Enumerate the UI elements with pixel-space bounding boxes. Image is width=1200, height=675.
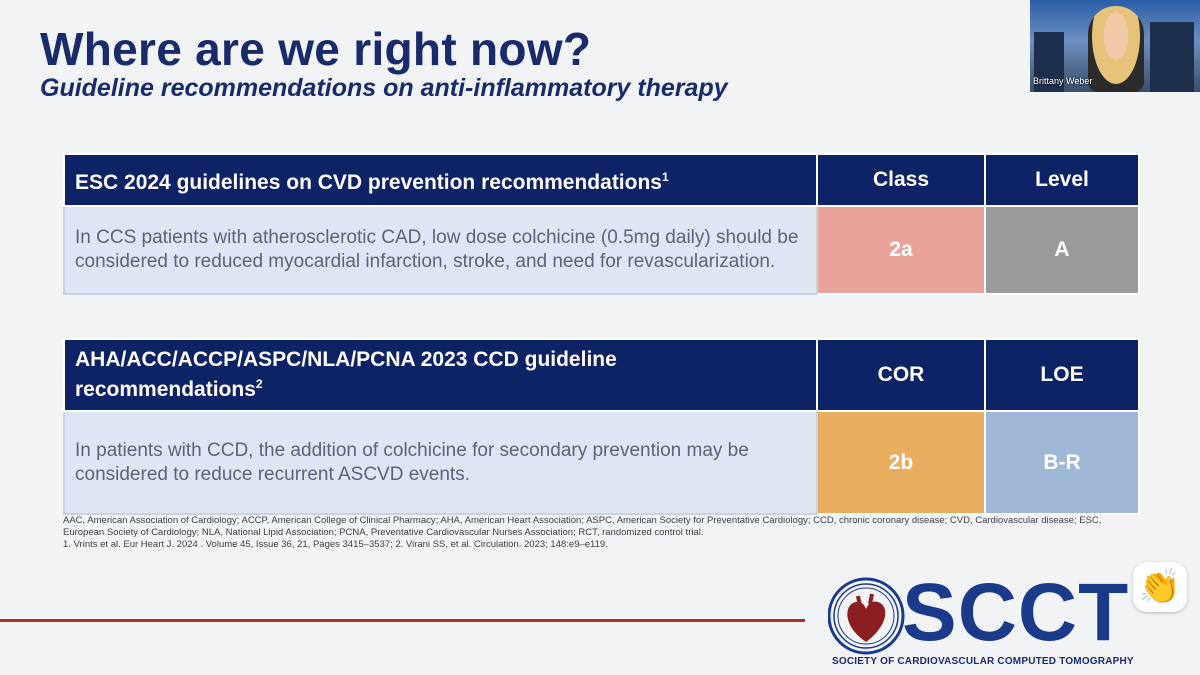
divider-line: [0, 619, 805, 622]
cor-value: 2b: [816, 410, 986, 515]
slide-title: Where are we right now?: [40, 23, 592, 75]
esc-recommendation-text: In CCS patients with atherosclerotic CAD…: [63, 205, 818, 295]
level-header: Level: [984, 153, 1140, 207]
scct-tagline: SOCIETY OF CARDIOVASCULAR COMPUTED TOMOG…: [832, 656, 1134, 667]
participant-video-tile[interactable]: Brittany Weber: [1030, 0, 1200, 92]
aha-table-header-text: AHA/ACC/ACCP/ASPC/NLA/PCNA 2023 CCD guid…: [75, 348, 617, 401]
aha-guideline-table: AHA/ACC/ACCP/ASPC/NLA/PCNA 2023 CCD guid…: [63, 338, 1140, 515]
scct-wordmark: SCCT: [902, 567, 1130, 658]
esc-footnote-ref: 1: [661, 170, 669, 184]
heart-logo-icon: [828, 577, 905, 655]
loe-header: LOE: [984, 338, 1140, 412]
footnotes: AAC, American Association of Cardiology;…: [63, 515, 1138, 551]
scct-logo: SCCT SOCIETY OF CARDIOVASCULAR COMPUTED …: [828, 568, 1148, 669]
background-building: [1150, 22, 1194, 92]
background-building: [1034, 32, 1064, 92]
slide-subtitle: Guideline recommendations on anti-inflam…: [40, 74, 728, 102]
aha-footnote-ref: 2: [255, 377, 263, 391]
loe-value: B-R: [984, 410, 1140, 515]
references-footnote: 1. Vrints et al. Eur Heart J. 2024 . Vol…: [63, 539, 608, 550]
class-value: 2a: [816, 205, 986, 295]
esc-table-header: ESC 2024 guidelines on CVD prevention re…: [63, 153, 818, 207]
esc-table-header-text: ESC 2024 guidelines on CVD prevention re…: [75, 171, 662, 194]
aha-recommendation-text: In patients with CCD, the addition of co…: [63, 410, 818, 515]
participant-name: Brittany Weber: [1033, 76, 1093, 86]
esc-guideline-table: ESC 2024 guidelines on CVD prevention re…: [63, 153, 1140, 295]
clapping-hands-icon[interactable]: 👏: [1133, 562, 1187, 612]
class-header: Class: [816, 153, 986, 207]
cor-header: COR: [816, 338, 986, 412]
level-value: A: [984, 205, 1140, 295]
aha-table-header: AHA/ACC/ACCP/ASPC/NLA/PCNA 2023 CCD guid…: [63, 338, 818, 412]
participant-avatar: [1088, 6, 1144, 92]
abbreviations-footnote: AAC, American Association of Cardiology;…: [63, 515, 1102, 538]
